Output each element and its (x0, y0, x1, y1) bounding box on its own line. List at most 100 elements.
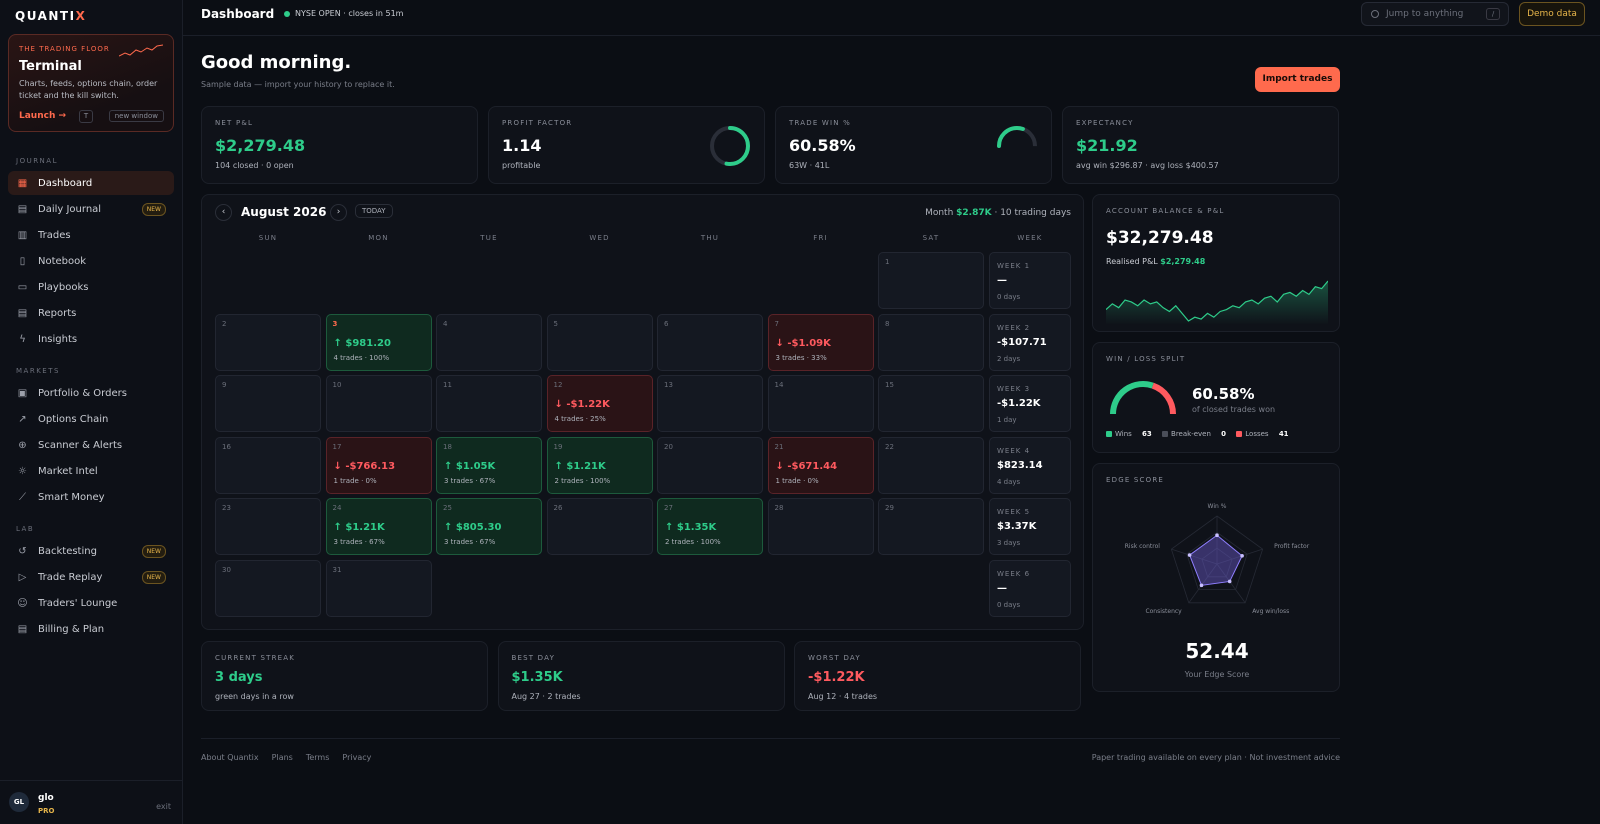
calendar-day[interactable]: 17 ↓ -$766.13 1 trade · 0% (325, 436, 432, 494)
kpi-label: NET P&L (215, 119, 254, 127)
calendar-day[interactable]: 6 (657, 313, 763, 371)
calendar-day[interactable]: 28 (767, 498, 874, 555)
week-value: — (997, 275, 1007, 286)
week-summary[interactable]: WEEK 2 -$107.71 2 days (989, 313, 1071, 371)
sidebar-item-backtesting[interactable]: ↺ Backtesting NEW (8, 539, 174, 563)
calendar-day[interactable]: 4 (436, 313, 542, 371)
calendar-day[interactable]: 21 ↓ -$671.44 1 trade · 0% (767, 436, 874, 494)
calendar-day[interactable]: 30 (215, 559, 321, 617)
day-number: 9 (222, 381, 227, 389)
balance-card: ACCOUNT BALANCE & P&L $32,279.48 Realise… (1092, 194, 1340, 332)
prev-month-button[interactable]: ‹ (215, 204, 232, 221)
sidebar-item-reports[interactable]: ▤ Reports (8, 301, 174, 325)
sidebar-item-label: Dashboard (38, 177, 93, 189)
week-summary[interactable]: WEEK 4 $823.14 4 days (989, 436, 1071, 494)
report-icon: ▤ (17, 307, 28, 319)
day-pnl: ↓ -$671.44 (775, 460, 838, 472)
footer-link[interactable]: Terms (305, 753, 330, 762)
week-summary[interactable]: WEEK 1 — 0 days (989, 252, 1071, 309)
calendar-day[interactable]: 10 (325, 375, 432, 432)
next-month-button[interactable]: › (330, 204, 347, 221)
calendar-day[interactable]: 26 (546, 498, 653, 555)
calendar-day[interactable]: 29 (878, 498, 984, 555)
footer-link[interactable]: About Quantix (201, 753, 259, 762)
new-window-button[interactable]: new window (108, 110, 164, 122)
day-number: 1 (885, 258, 890, 266)
sidebar-item-trade-replay[interactable]: ▷ Trade Replay NEW (8, 565, 174, 589)
sidebar-item-smart-money[interactable]: ⟋ Smart Money (8, 485, 174, 509)
calendar-day[interactable]: 11 (436, 375, 542, 432)
radar-axis (1171, 548, 1218, 565)
calendar-day[interactable]: 25 ↑ $805.30 3 trades · 67% (436, 498, 542, 555)
sidebar-item-trades[interactable]: ▥ Trades (8, 223, 174, 247)
sidebar-item-label: Traders' Lounge (38, 597, 118, 609)
footer-link[interactable]: Privacy (342, 753, 372, 762)
sidebar-item-playbooks[interactable]: ▭ Playbooks (8, 275, 174, 299)
day-trades: 4 trades · 100% (333, 353, 390, 362)
calendar-day[interactable]: 5 (546, 313, 653, 371)
sidebar-item-daily-journal[interactable]: ▤ Daily Journal NEW (8, 197, 174, 221)
week-value: -$107.71 (997, 336, 1047, 348)
sidebar-item-scanner-alerts[interactable]: ⊕ Scanner & Alerts (8, 433, 174, 457)
calendar-day[interactable]: 19 ↑ $1.21K 2 trades · 100% (546, 436, 653, 494)
week-value: $3.37K (997, 521, 1037, 532)
day-pnl: ↓ -$1.22K (554, 399, 610, 410)
calendar-day[interactable]: 7 ↓ -$1.09K 3 trades · 33% (767, 313, 874, 371)
day-pnl: ↑ $981.20 (333, 337, 391, 349)
balance-area (1106, 281, 1328, 325)
search-input[interactable]: Jump to anything / (1361, 2, 1509, 26)
calendar-day[interactable]: 1 (878, 252, 984, 309)
calendar-day[interactable]: 13 (657, 375, 763, 432)
import-trades-button[interactable]: Import trades (1255, 67, 1340, 92)
exit-button[interactable]: exit (156, 802, 171, 811)
brand-logo[interactable]: QUANTIX (15, 9, 87, 23)
footer-link[interactable]: Plans (271, 753, 293, 762)
calendar-day[interactable]: 8 (878, 313, 984, 371)
sidebar-item-insights[interactable]: ϟ Insights (8, 327, 174, 351)
calendar-day[interactable]: 9 (215, 375, 321, 432)
sidebar-item-portfolio-orders[interactable]: ▣ Portfolio & Orders (8, 381, 174, 405)
sidebar-item-traders-lounge[interactable]: ☺ Traders' Lounge (8, 591, 174, 615)
calendar-day[interactable]: 27 ↑ $1.35K 2 trades · 100% (657, 498, 763, 555)
kpi-value: 1.14 (502, 136, 542, 155)
weekday-header: WEEK (1017, 234, 1043, 242)
sidebar-item-dashboard[interactable]: ▦ Dashboard (8, 171, 174, 195)
calendar-day[interactable]: 31 (325, 559, 432, 617)
today-button[interactable]: TODAY (355, 204, 393, 218)
calendar-day[interactable]: 16 (215, 436, 321, 494)
radar-axis-label: Avg win/loss (1252, 608, 1289, 615)
wins-arc (1110, 381, 1154, 415)
sidebar-item-market-intel[interactable]: ☼ Market Intel (8, 459, 174, 483)
page-title: Dashboard (201, 7, 275, 21)
day-trades: 3 trades · 67% (444, 476, 496, 485)
launch-button[interactable]: Launch → (19, 111, 67, 121)
day-number: 26 (553, 504, 563, 512)
demo-data-button[interactable]: Demo data (1519, 2, 1585, 26)
week-summary[interactable]: WEEK 5 $3.37K 3 days (989, 498, 1071, 555)
terminal-card[interactable]: THE TRADING FLOOR Terminal Charts, feeds… (8, 34, 174, 132)
sidebar-item-options-chain[interactable]: ↗ Options Chain (8, 407, 174, 431)
weekday-header: THU (700, 234, 720, 242)
user-profile[interactable]: GL glo PRO exit (0, 780, 183, 824)
calendar-day[interactable]: 18 ↑ $1.05K 3 trades · 67% (436, 436, 542, 494)
sidebar-item-billing-plan[interactable]: ▤ Billing & Plan (8, 617, 174, 641)
calendar-day[interactable]: 3 ↑ $981.20 4 trades · 100% (325, 313, 432, 371)
radar-grid (1201, 547, 1233, 578)
day-number: 22 (885, 442, 894, 451)
week-label: WEEK 6 (997, 569, 1031, 578)
calendar-day[interactable]: 2 (215, 313, 321, 371)
day-number: 4 (443, 319, 448, 328)
calendar-day[interactable]: 23 (215, 498, 321, 555)
day-number: 31 (332, 565, 342, 574)
day-number: 21 (774, 442, 784, 451)
calendar-day[interactable]: 22 (878, 436, 984, 494)
calendar-day[interactable]: 24 ↑ $1.21K 3 trades · 67% (325, 498, 432, 555)
calendar-day[interactable]: 15 (878, 375, 984, 432)
week-summary[interactable]: WEEK 3 -$1.22K 1 day (989, 375, 1071, 432)
new-badge: NEW (141, 203, 166, 216)
week-summary[interactable]: WEEK 6 — 0 days (989, 559, 1071, 617)
calendar-day[interactable]: 20 (657, 436, 763, 494)
sidebar-item-notebook[interactable]: ▯ Notebook (8, 249, 174, 273)
calendar-day[interactable]: 12 ↓ -$1.22K 4 trades · 25% (546, 375, 653, 432)
calendar-day[interactable]: 14 (767, 375, 874, 432)
